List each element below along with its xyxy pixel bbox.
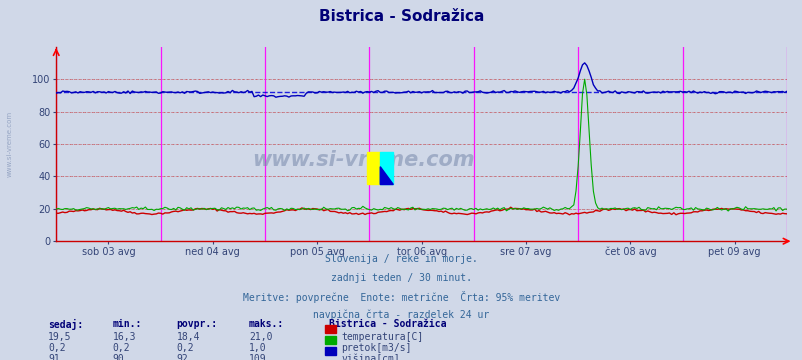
Text: min.:: min.:	[112, 319, 142, 329]
Text: povpr.:: povpr.:	[176, 319, 217, 329]
Text: 19,5: 19,5	[48, 332, 71, 342]
Text: 1,0: 1,0	[249, 343, 266, 353]
Text: 90: 90	[112, 354, 124, 360]
Text: Bistrica - Sodražica: Bistrica - Sodražica	[318, 9, 484, 24]
Text: Slovenija / reke in morje.: Slovenija / reke in morje.	[325, 254, 477, 264]
Polygon shape	[367, 152, 380, 184]
Text: 16,3: 16,3	[112, 332, 136, 342]
Text: 21,0: 21,0	[249, 332, 272, 342]
Text: 92: 92	[176, 354, 188, 360]
Text: 18,4: 18,4	[176, 332, 200, 342]
Text: 0,2: 0,2	[112, 343, 130, 353]
Text: višina[cm]: višina[cm]	[341, 354, 399, 360]
Text: www.si-vreme.com: www.si-vreme.com	[6, 111, 13, 177]
Text: sedaj:: sedaj:	[48, 319, 83, 330]
Polygon shape	[380, 167, 393, 184]
Text: pretok[m3/s]: pretok[m3/s]	[341, 343, 411, 353]
Text: maks.:: maks.:	[249, 319, 284, 329]
Text: 91: 91	[48, 354, 60, 360]
Text: zadnji teden / 30 minut.: zadnji teden / 30 minut.	[330, 273, 472, 283]
Text: Bistrica - Sodražica: Bistrica - Sodražica	[329, 319, 446, 329]
Text: www.si-vreme.com: www.si-vreme.com	[252, 149, 474, 170]
Text: Meritve: povprečne  Enote: metrične  Črta: 95% meritev: Meritve: povprečne Enote: metrične Črta:…	[242, 291, 560, 303]
Text: 109: 109	[249, 354, 266, 360]
Text: 0,2: 0,2	[48, 343, 66, 353]
Text: 0,2: 0,2	[176, 343, 194, 353]
Text: temperatura[C]: temperatura[C]	[341, 332, 423, 342]
Polygon shape	[380, 152, 393, 184]
Text: navpična črta - razdelek 24 ur: navpična črta - razdelek 24 ur	[313, 310, 489, 320]
